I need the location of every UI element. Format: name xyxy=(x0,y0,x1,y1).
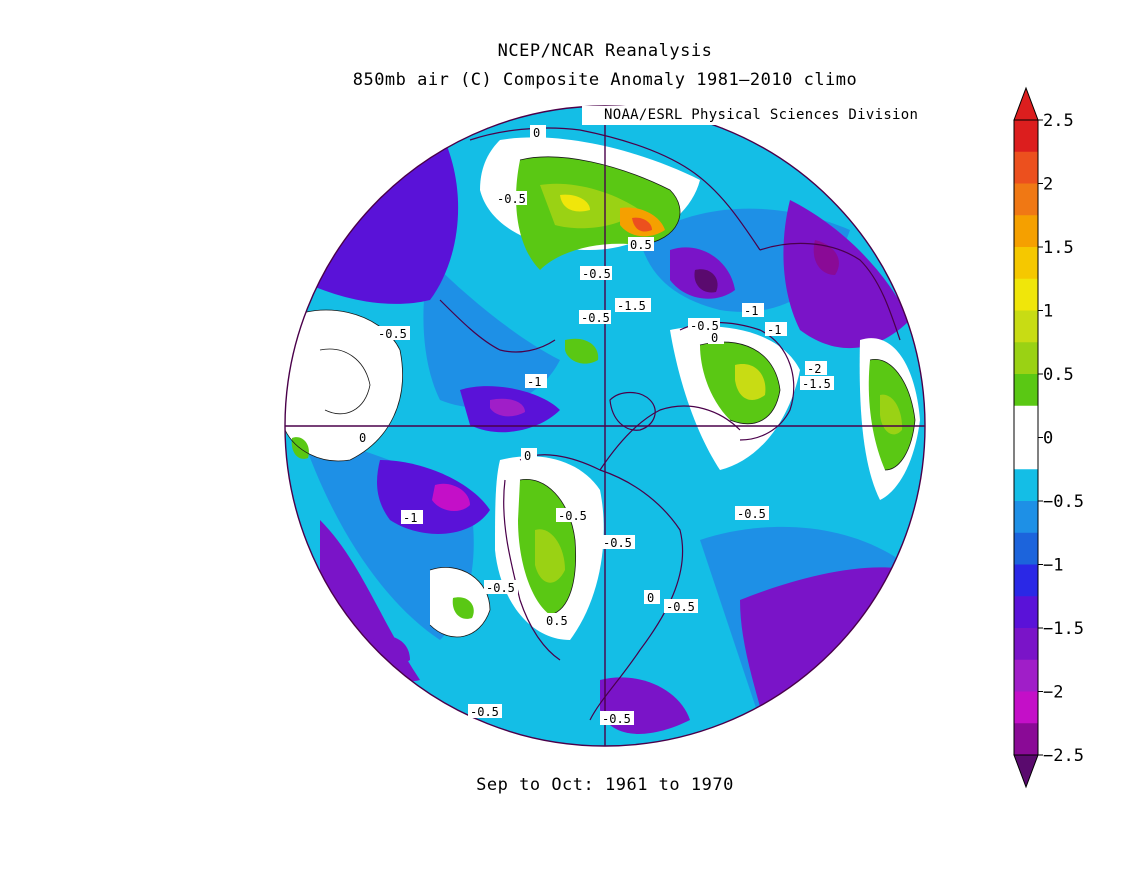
anomaly-region xyxy=(880,394,903,435)
anomaly-region xyxy=(735,364,766,400)
colorbar-tick-label: −1.5 xyxy=(1043,619,1084,639)
chart-title: NCEP/NCAR Reanalysis xyxy=(497,41,713,61)
anomaly-region xyxy=(535,529,565,583)
contour-label: -0.5 xyxy=(603,536,632,550)
anomaly-region xyxy=(783,200,910,349)
contour-label: 0 xyxy=(647,591,654,605)
contour-label: -0.5 xyxy=(666,600,695,614)
colorbar-segment xyxy=(1014,532,1038,565)
contour-label: 0 xyxy=(359,431,366,445)
colorbar-tick-label: −2 xyxy=(1043,683,1063,703)
anomaly-region xyxy=(632,217,652,232)
colorbar-segment xyxy=(1014,247,1038,280)
colorbar-segment xyxy=(1014,405,1038,438)
colorbar-segment xyxy=(1014,437,1038,470)
colorbar-tick-label: 0 xyxy=(1043,429,1053,449)
colorbar-segment xyxy=(1014,310,1038,343)
colorbar-segment xyxy=(1014,501,1038,534)
colorbar-segment xyxy=(1014,183,1038,216)
date-range-caption: Sep to Oct: 1961 to 1970 xyxy=(476,775,734,795)
anomaly-region xyxy=(432,483,470,512)
contour-label: -0.5 xyxy=(602,712,631,726)
contour-label: -1 xyxy=(527,375,541,389)
colorbar-segment xyxy=(1014,628,1038,661)
coastlines xyxy=(439,127,901,721)
contour-label: -0.5 xyxy=(581,311,610,325)
contour-label: 0 xyxy=(524,449,531,463)
colorbar-tick-label: 2.5 xyxy=(1043,111,1074,131)
anomaly-region xyxy=(813,240,839,275)
contour-labels: 0 -0.5 -0.5 0.5 -0.5 -1.5 -0.5 -1 -1 -0.… xyxy=(356,125,834,726)
colorbar-segment xyxy=(1014,596,1038,629)
colorbar-tick-label: 1 xyxy=(1043,302,1053,322)
colorbar-tick-label: −2.5 xyxy=(1043,746,1084,766)
chart-subtitle: 850mb air (C) Composite Anomaly 1981–201… xyxy=(352,70,858,90)
colorbar-tick-label: 0.5 xyxy=(1043,365,1074,385)
anomaly-region xyxy=(565,338,599,364)
colorbar-segment xyxy=(1014,278,1038,311)
contour-label: -0.5 xyxy=(497,192,526,206)
colorbar-tick-label: 2 xyxy=(1043,175,1053,195)
colorbar-tick-label: 1.5 xyxy=(1043,238,1074,258)
colorbar-segment xyxy=(1014,564,1038,597)
contour-lines xyxy=(285,156,916,638)
colorbar-segment xyxy=(1014,691,1038,724)
contour-label: -1.5 xyxy=(617,299,646,313)
colorbar-tick-label: −1 xyxy=(1043,556,1063,576)
colorbar-segment xyxy=(1014,374,1038,407)
anomaly-region xyxy=(300,130,459,304)
contour-label: -2 xyxy=(807,362,821,376)
anomaly-region xyxy=(452,597,474,619)
colorbar-ticks: 2.5 2 1.5 1 0.5 0 −0.5 −1 −1.5 −2 −2.5 xyxy=(1038,111,1084,766)
contour-label: 0 xyxy=(533,126,540,140)
colorbar-segment xyxy=(1014,215,1038,248)
contour-label: -1 xyxy=(767,323,781,337)
contour-label: 0.5 xyxy=(546,614,568,628)
contour-label: -0.5 xyxy=(558,509,587,523)
colorbar-segment xyxy=(1014,469,1038,502)
colorbar-max-arrow xyxy=(1013,86,1039,121)
contour-label: 0.5 xyxy=(630,238,652,252)
contour-label: -0.5 xyxy=(378,327,407,341)
colorbar-segment xyxy=(1014,120,1038,153)
contour-label: -0.5 xyxy=(690,319,719,333)
contour-label: -0.5 xyxy=(470,705,499,719)
colorbar-tick-label: −0.5 xyxy=(1043,492,1084,512)
colorbar-segment xyxy=(1014,151,1038,184)
contour-label: -1 xyxy=(744,304,758,318)
contour-label: -1.5 xyxy=(802,377,831,391)
anomaly-region xyxy=(560,194,590,212)
contour-label: -0.5 xyxy=(486,581,515,595)
colorbar-segment xyxy=(1014,723,1038,756)
anomaly-region xyxy=(423,260,560,408)
contour-label: 0 xyxy=(711,331,718,345)
anomaly-region xyxy=(285,310,403,461)
anomaly-region xyxy=(694,269,718,293)
colorbar-segment xyxy=(1014,342,1038,375)
colorbar-segments xyxy=(1013,86,1039,789)
anomaly-region xyxy=(490,398,525,417)
credit-label: NOAA/ESRL Physical Sciences Division xyxy=(582,106,925,125)
colorbar-segment xyxy=(1014,659,1038,692)
contour-label: -0.5 xyxy=(582,267,611,281)
contour-label: -1 xyxy=(403,511,417,525)
contour-label: -0.5 xyxy=(737,507,766,521)
